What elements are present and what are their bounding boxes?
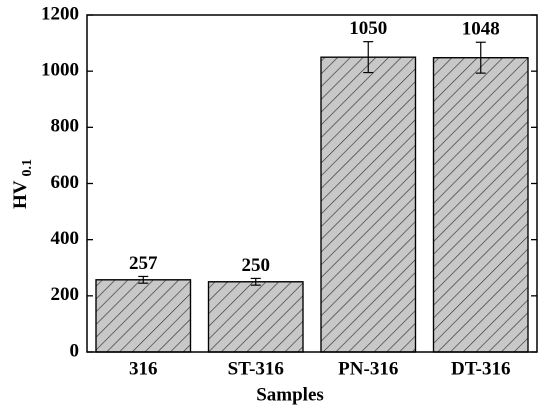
data-label: 257 xyxy=(129,253,158,274)
bar-hatch xyxy=(207,281,304,353)
y-tick-label: 0 xyxy=(70,340,80,361)
y-axis-label: HV 0.1 xyxy=(10,159,35,209)
y-tick-label: 600 xyxy=(51,172,80,193)
bar-hatch xyxy=(432,57,529,353)
y-tick-label: 800 xyxy=(51,116,80,137)
x-tick-label: ST-316 xyxy=(228,358,284,379)
y-tick-label: 200 xyxy=(51,284,80,305)
y-axis-label-subscript: 0.1 xyxy=(20,159,35,177)
data-label: 250 xyxy=(242,255,271,276)
y-axis-label-group: HV 0.1 xyxy=(10,159,35,209)
y-tick-label: 1200 xyxy=(41,3,79,24)
x-tick-label: 316 xyxy=(129,358,158,379)
y-axis-label-main: HV xyxy=(10,180,31,209)
bar-hatch xyxy=(95,279,192,353)
data-label: 1048 xyxy=(462,19,500,40)
bar-hatch xyxy=(320,56,417,353)
data-label: 1050 xyxy=(349,18,387,39)
x-axis-label: Samples xyxy=(256,384,324,405)
x-tick-label: DT-316 xyxy=(451,358,510,379)
x-tick-label: PN-316 xyxy=(338,358,398,379)
y-tick-label: 1000 xyxy=(41,60,79,81)
plot-frame xyxy=(86,14,538,353)
y-tick-label: 400 xyxy=(51,228,80,249)
